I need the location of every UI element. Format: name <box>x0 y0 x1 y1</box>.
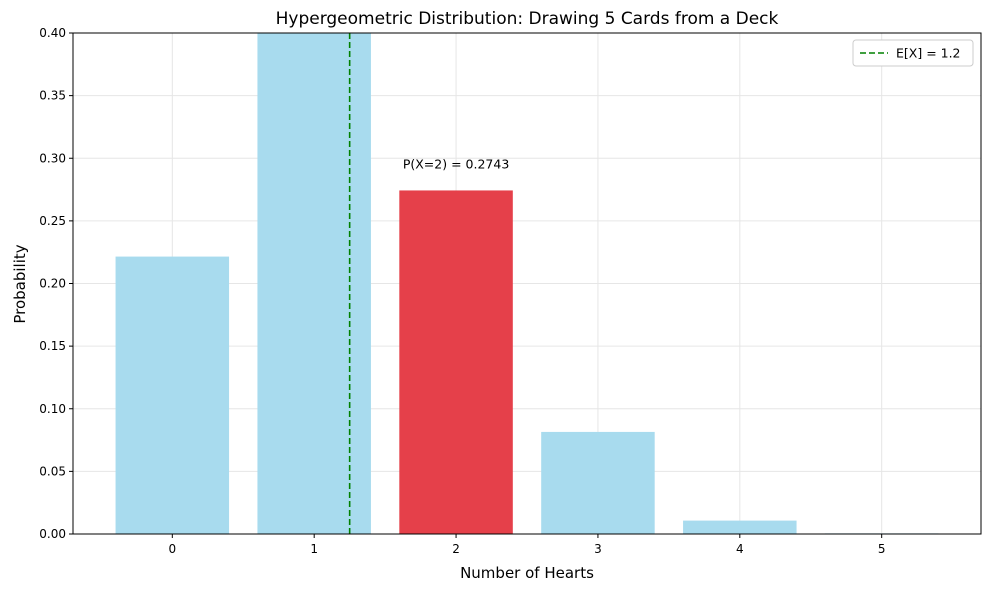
bar <box>541 431 655 534</box>
x-tick-label: 1 <box>310 542 318 556</box>
legend: E[X] = 1.2 <box>852 39 974 67</box>
y-tick-label: 0.35 <box>39 89 66 103</box>
x-tick-label: 5 <box>878 542 886 556</box>
bars <box>115 33 939 534</box>
y-tick-label: 0.00 <box>39 527 66 541</box>
x-tick-label: 0 <box>168 542 176 556</box>
bar-highlighted <box>399 190 513 534</box>
y-tick-label: 0.10 <box>39 402 66 416</box>
y-tick-label: 0.15 <box>39 339 66 353</box>
chart-title: Hypergeometric Distribution: Drawing 5 C… <box>276 9 779 29</box>
y-axis-ticks: 0.00 0.05 0.10 0.15 0.20 0.25 0.30 0.35 0.40 <box>39 26 73 541</box>
x-axis-label: Number of Hearts <box>460 564 594 582</box>
x-tick-label: 2 <box>452 542 460 556</box>
x-tick-label: 3 <box>594 542 602 556</box>
bar <box>257 33 371 534</box>
bar <box>115 256 230 534</box>
annotation-label: P(X=2) = 0.2743 <box>403 157 509 172</box>
bar <box>683 520 797 534</box>
x-axis-ticks: 0 1 2 3 4 5 <box>168 534 886 556</box>
y-tick-label: 0.20 <box>39 277 66 291</box>
y-tick-label: 0.30 <box>39 151 66 165</box>
y-axis-label: Probability <box>11 244 29 323</box>
y-tick-label: 0.25 <box>39 214 66 228</box>
y-tick-label: 0.05 <box>39 464 66 478</box>
x-tick-label: 4 <box>736 542 744 556</box>
legend-mean-label: E[X] = 1.2 <box>896 46 961 61</box>
legend-box <box>852 39 974 67</box>
y-tick-label: 0.40 <box>39 26 66 40</box>
